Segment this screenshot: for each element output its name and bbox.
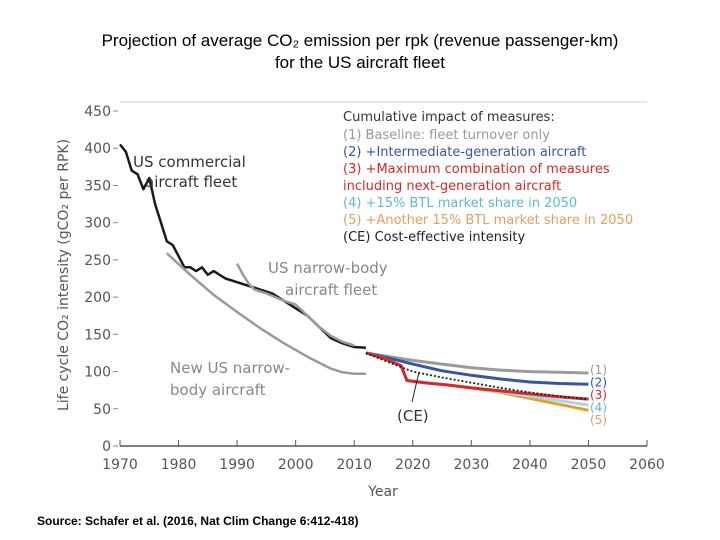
title-line-2: for the US aircraft fleet xyxy=(274,53,446,72)
annotation: New US narrow- xyxy=(170,359,290,377)
legend-entry: (4) +15% BTL market share in 2050 xyxy=(343,196,577,211)
y-tick-label: 400 xyxy=(84,141,111,157)
chart-title: Projection of average CO₂ emission per r… xyxy=(0,30,720,74)
legend-entry: (CE) Cost-effective intensity xyxy=(343,230,525,245)
y-tick-label: 300 xyxy=(84,216,111,232)
legend-entry: (2) +Intermediate-generation aircraft xyxy=(343,145,586,160)
ce-pointer xyxy=(411,371,420,403)
title-line-1: Projection of average CO₂ emission per r… xyxy=(101,31,619,50)
x-tick-label: 2010 xyxy=(336,457,372,473)
y-tick-label: 450 xyxy=(84,104,111,120)
annotation: US commercial xyxy=(133,153,246,171)
legend-entry: including next-generation aircraft xyxy=(343,179,561,194)
series-line-3 xyxy=(365,351,589,401)
y-tick-label: 50 xyxy=(93,402,111,418)
end-label: (5) xyxy=(590,413,607,427)
series-line-1 xyxy=(365,351,589,375)
y-tick-label: 150 xyxy=(84,327,111,343)
y-tick-label: 100 xyxy=(84,365,111,381)
annotation: aircraft fleet xyxy=(285,281,377,299)
annotation: body aircraft xyxy=(170,381,266,399)
series-line-2 xyxy=(365,351,589,386)
x-tick-label: 1990 xyxy=(219,457,255,473)
end-label: (1) xyxy=(590,363,607,377)
x-tick-label: 2020 xyxy=(395,457,431,473)
x-tick-label: 2000 xyxy=(278,457,314,473)
annotation: aircraft fleet xyxy=(145,173,237,191)
end-label: (2) xyxy=(590,376,607,390)
series-line-new-us-narrow-body xyxy=(165,252,366,376)
annotation: US narrow-body xyxy=(268,259,388,277)
x-tick-label: 1980 xyxy=(161,457,197,473)
y-tick-label: 0 xyxy=(102,439,111,455)
x-tick-label: 2050 xyxy=(571,457,607,473)
legend-entry: (3) +Maximum combination of measures xyxy=(343,162,610,177)
annotation-ce: (CE) xyxy=(397,407,429,425)
series-line-CE xyxy=(365,352,589,400)
y-tick-label: 350 xyxy=(84,178,111,194)
y-axis-label: Life cycle CO₂ intensity (gCO₂ per RPK) xyxy=(56,139,72,411)
legend-entry: (5) +Another 15% BTL market share in 205… xyxy=(343,213,633,228)
series-line-us-narrow-body xyxy=(235,263,355,347)
x-tick-label: 2060 xyxy=(629,457,665,473)
x-tick-label: 1970 xyxy=(102,457,138,473)
x-axis-label: Year xyxy=(367,484,398,500)
x-tick-label: 2030 xyxy=(454,457,490,473)
end-label: (4) xyxy=(590,401,607,415)
y-tick-label: 250 xyxy=(84,253,111,269)
legend-title: Cumulative impact of measures: xyxy=(343,110,555,125)
end-label: (3) xyxy=(590,388,607,402)
x-tick-label: 2040 xyxy=(512,457,548,473)
source-citation: Source: Schafer et al. (2016, Nat Clim C… xyxy=(37,514,359,528)
y-tick-label: 200 xyxy=(84,290,111,306)
legend-entry: (1) Baseline: fleet turnover only xyxy=(343,128,550,143)
